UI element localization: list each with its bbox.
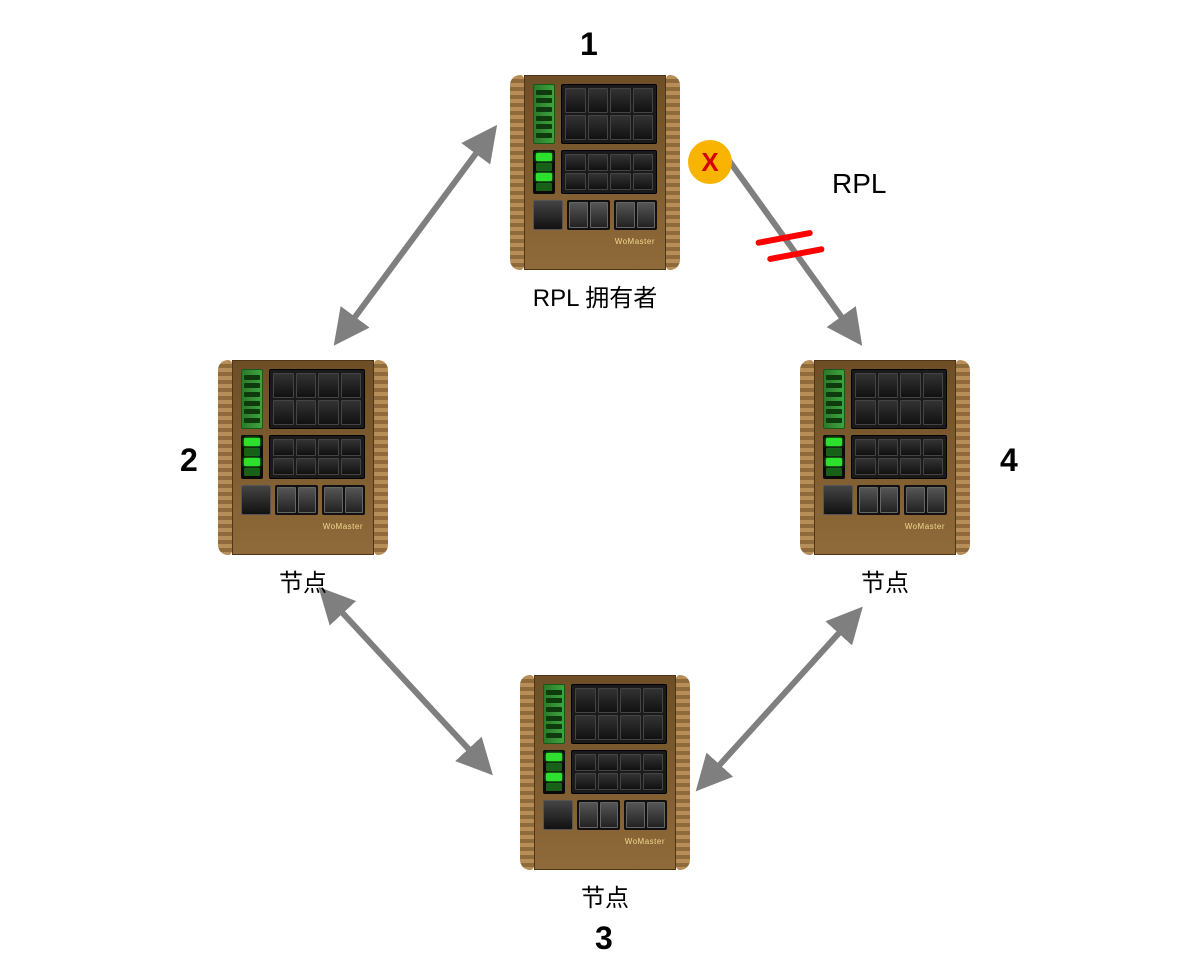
node-3: WoMaster 节点 (520, 675, 690, 913)
edge-n3-n4 (715, 612, 858, 770)
node-4-role: 节点 (800, 563, 970, 598)
edge-n2-n3 (338, 608, 488, 770)
rpl-edge-label: RPL (832, 168, 886, 200)
node-1-num: 1 (580, 26, 598, 63)
device-3: WoMaster (520, 675, 690, 870)
node-2-num: 2 (180, 442, 198, 479)
device-4: WoMaster (800, 360, 970, 555)
node-3-num: 3 (595, 920, 613, 957)
rpl-block-slash (770, 249, 821, 259)
device-1: WoMaster (510, 75, 680, 270)
brand-label: WoMaster (533, 236, 657, 248)
rpl-block-icon: X (688, 140, 732, 184)
node-2-role: 节点 (218, 563, 388, 598)
node-3-role: 节点 (520, 878, 690, 913)
device-2: WoMaster (218, 360, 388, 555)
node-2: WoMaster 节点 (218, 360, 388, 598)
brand-label: WoMaster (543, 836, 667, 848)
node-4: WoMaster 节点 (800, 360, 970, 598)
node-1: WoMaster RPL 拥有者 (510, 75, 680, 313)
brand-label: WoMaster (241, 521, 365, 533)
brand-label: WoMaster (823, 521, 947, 533)
network-ring-diagram: WoMaster RPL 拥有者 (0, 0, 1201, 980)
node-1-role: RPL 拥有者 (510, 278, 680, 313)
node-4-num: 4 (1000, 442, 1018, 479)
rpl-block-slash (759, 233, 810, 243)
edge-n1-n2 (338, 148, 480, 340)
